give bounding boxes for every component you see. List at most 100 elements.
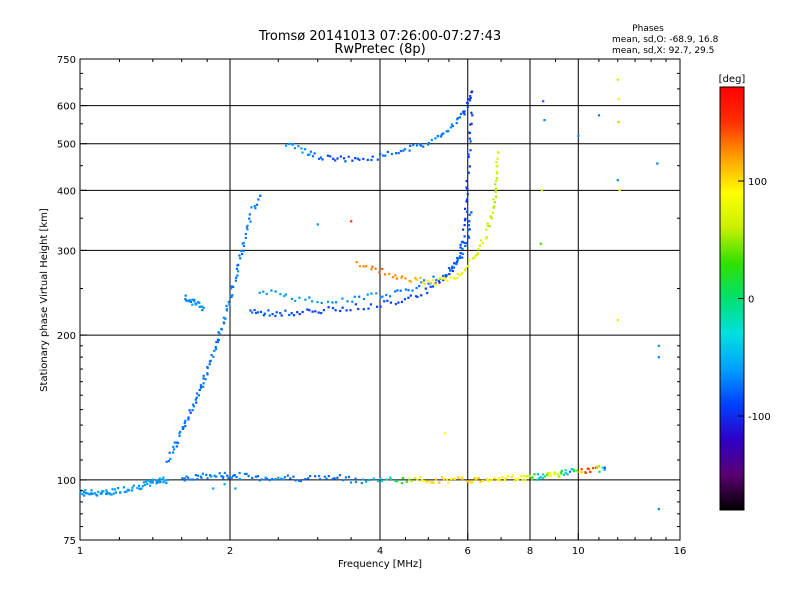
data-point [271, 477, 274, 481]
data-point [427, 480, 430, 483]
data-point [447, 481, 450, 484]
data-point [320, 301, 323, 304]
data-point [536, 473, 539, 476]
data-point [311, 300, 314, 303]
data-point [461, 478, 464, 481]
data-point [480, 239, 483, 242]
data-point [308, 296, 311, 299]
data-point [376, 158, 379, 161]
data-point [418, 285, 421, 288]
data-point [511, 474, 514, 477]
x-tick-label: 8 [527, 546, 533, 557]
data-point [366, 293, 369, 296]
data-point [308, 153, 311, 156]
data-point [294, 299, 297, 302]
data-point [592, 467, 595, 470]
data-point [143, 483, 146, 487]
data-point [367, 307, 370, 310]
data-point [184, 425, 187, 428]
data-point [430, 138, 433, 141]
data-point [461, 252, 464, 255]
data-point [100, 492, 103, 495]
data-point [531, 476, 534, 479]
data-point [251, 311, 254, 314]
data-point [469, 149, 472, 152]
data-point [467, 224, 470, 227]
data-point [476, 253, 479, 256]
data-point [493, 477, 496, 480]
data-point [268, 479, 271, 482]
data-point [196, 474, 199, 477]
data-point [453, 262, 456, 265]
data-point [283, 295, 286, 298]
data-point [458, 116, 461, 119]
data-point [256, 475, 260, 478]
data-point [386, 150, 389, 153]
data-point [113, 488, 117, 491]
data-point [136, 486, 139, 490]
data-point [374, 267, 377, 270]
data-point [447, 129, 450, 133]
data-point [195, 303, 198, 306]
y-tick-label: 400 [57, 186, 76, 197]
x-axis: 1 2 4 6 8 10 16 [77, 59, 686, 557]
phase-stats-o: mean, sd,O: -68.9, 16.8 [612, 35, 719, 45]
data-point [199, 384, 202, 387]
data-point [476, 252, 479, 255]
data-point [495, 179, 498, 183]
data-point [616, 78, 619, 81]
y-tick-label: 200 [57, 331, 76, 342]
data-point [195, 392, 199, 395]
data-point [131, 486, 134, 489]
data-point [341, 297, 344, 300]
data-point [151, 481, 154, 484]
data-point [314, 310, 317, 313]
data-point [242, 249, 245, 252]
data-point [189, 411, 192, 414]
data-point [230, 295, 233, 298]
data-point [423, 282, 426, 286]
data-point [409, 144, 412, 147]
data-point [235, 276, 238, 279]
data-point [453, 477, 456, 481]
data-point [258, 291, 261, 294]
data-point [288, 142, 291, 146]
data-point [379, 305, 382, 308]
data-point [468, 137, 471, 140]
y-tick-label: 500 [57, 140, 76, 151]
data-point [408, 149, 411, 152]
data-point [462, 228, 465, 231]
data-point [598, 465, 601, 468]
data-point [470, 91, 473, 94]
data-point [198, 301, 201, 304]
data-point [184, 419, 187, 422]
data-point [486, 222, 489, 225]
data-point [477, 476, 480, 480]
data-point [460, 475, 464, 479]
data-point [389, 301, 392, 304]
data-point [241, 253, 244, 256]
data-point [284, 293, 287, 296]
data-point [162, 481, 165, 484]
data-point [475, 477, 478, 480]
data-point [420, 479, 423, 482]
data-point [326, 154, 329, 157]
data-point [394, 274, 397, 277]
data-point [379, 477, 382, 480]
data-point [570, 468, 573, 471]
data-point [306, 153, 310, 156]
data-point [213, 349, 216, 352]
data-point [408, 279, 411, 283]
data-point [234, 487, 237, 490]
data-point [296, 311, 299, 314]
data-point [188, 409, 191, 412]
data-point [467, 171, 470, 174]
data-point [138, 484, 141, 487]
data-point [464, 207, 467, 210]
data-point [416, 295, 419, 298]
data-point [400, 276, 403, 279]
data-point [86, 492, 89, 495]
data-point [657, 508, 660, 511]
data-point [520, 475, 523, 478]
data-point [437, 278, 440, 281]
